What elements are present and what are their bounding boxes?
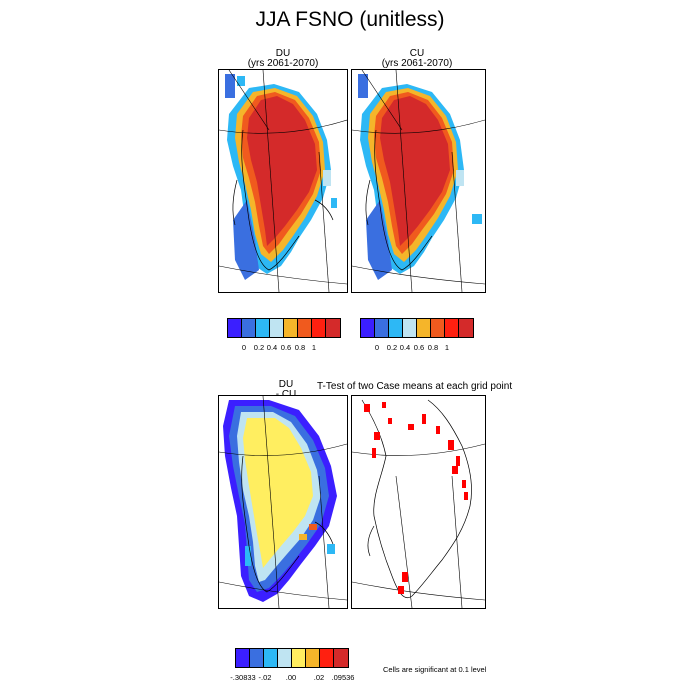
diff-panel-title: DU - CU <box>258 380 314 400</box>
diff-map <box>218 395 348 609</box>
cu-colorbar-tick-label: 0 <box>374 343 380 352</box>
du-colorbar-box <box>228 319 242 337</box>
diff-colorbar <box>235 648 349 668</box>
du-colorbar-box <box>312 319 326 337</box>
cu-graticule <box>352 70 485 292</box>
du-colorbar-box <box>256 319 270 337</box>
diff-colorbar-box <box>320 649 334 667</box>
du-colorbar-tick-label: 0.4 <box>266 343 278 352</box>
cu-coastline <box>365 129 433 271</box>
diff-colorbar-box <box>292 649 306 667</box>
diff-colorbar-tick-label: -.02 <box>258 673 272 682</box>
ttest-panel-title: T-Test of two Case means at each grid po… <box>317 381 513 392</box>
du-colorbar-tick-label: 0.6 <box>280 343 292 352</box>
cu-colorbar-tick-label: 1 <box>444 343 450 352</box>
diff-coastline <box>241 455 334 593</box>
cu-colorbar-box <box>403 319 417 337</box>
du-colorbar-tick-label: 0.8 <box>294 343 306 352</box>
cu-colorbar-tick-label: 0.6 <box>413 343 425 352</box>
diff-colorbar-tick-label: -.30833 <box>230 673 256 682</box>
du-colorbar-tick-label: 0.2 <box>253 343 265 352</box>
ttest-map-svg <box>352 399 485 608</box>
ttest-graticule <box>352 443 485 608</box>
cu-map-svg <box>352 70 485 292</box>
diff-colorbar-box <box>264 649 278 667</box>
cu-colorbar-box <box>431 319 445 337</box>
cu-colorbar <box>360 318 474 338</box>
du-map-svg <box>219 70 347 292</box>
cu-title-line1: CU <box>409 48 425 59</box>
diff-colorbar-tick-label: .02 <box>313 673 325 682</box>
cu-colorbar-tick-label: 0.8 <box>427 343 439 352</box>
du-colorbar-box <box>242 319 256 337</box>
diff-colorbar-tick-label: .09536 <box>331 673 355 682</box>
diff-graticule <box>219 396 347 608</box>
du-graticule <box>219 70 347 292</box>
diff-colorbar-box <box>236 649 250 667</box>
ttest-coastline <box>361 399 472 599</box>
cu-panel-title: CU (yrs 2061-2070) <box>352 49 482 69</box>
du-title-line1: DU <box>275 48 291 59</box>
diff-colorbar-box <box>306 649 320 667</box>
du-colorbar-box <box>284 319 298 337</box>
ttest-significant-cells <box>364 402 468 594</box>
du-colorbar-box <box>326 319 340 337</box>
du-colorbar-tick-label: 0 <box>241 343 247 352</box>
cu-field <box>358 74 482 280</box>
diff-colorbar-tick-label: .00 <box>285 673 297 682</box>
diff-title-line1: DU <box>278 379 294 390</box>
diff-colorbar-box <box>278 649 292 667</box>
cu-colorbar-box <box>361 319 375 337</box>
du-colorbar-box <box>270 319 284 337</box>
diff-map-svg <box>219 396 347 608</box>
du-field <box>225 74 337 280</box>
cu-title-line2: (yrs 2061-2070) <box>381 58 453 69</box>
du-map <box>218 69 348 293</box>
significance-note: Cells are significant at 0.1 level <box>383 665 487 674</box>
diff-title-line2: - CU <box>258 390 314 400</box>
cu-colorbar-box <box>375 319 389 337</box>
du-panel-title: DU (yrs 2061-2070) <box>218 49 348 69</box>
cu-colorbar-tick-label: 0.2 <box>386 343 398 352</box>
du-colorbar-box <box>298 319 312 337</box>
cu-map <box>351 69 486 293</box>
du-coastline <box>232 129 334 271</box>
du-title-line2: (yrs 2061-2070) <box>247 58 319 69</box>
cu-colorbar-box <box>417 319 431 337</box>
du-colorbar <box>227 318 341 338</box>
cu-colorbar-box <box>445 319 459 337</box>
diff-field <box>223 400 337 602</box>
diff-colorbar-box <box>334 649 348 667</box>
ttest-map <box>351 395 486 609</box>
du-colorbar-tick-label: 1 <box>311 343 317 352</box>
cu-colorbar-box <box>389 319 403 337</box>
cu-colorbar-tick-label: 0.4 <box>399 343 411 352</box>
cu-colorbar-box <box>459 319 473 337</box>
diff-colorbar-box <box>250 649 264 667</box>
figure-title: JJA FSNO (unitless) <box>255 8 445 31</box>
